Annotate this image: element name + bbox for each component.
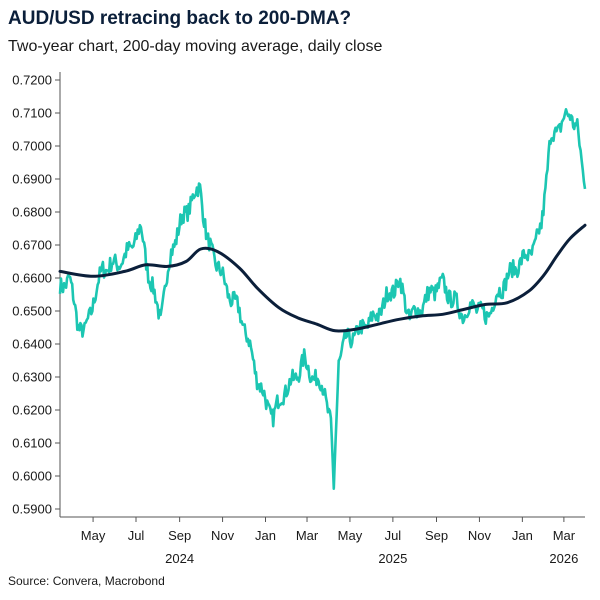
x-tick-label: Jul <box>128 528 145 543</box>
x-tick-label: May <box>81 528 106 543</box>
series-layer <box>58 108 587 490</box>
x-tick-label: Nov <box>211 528 235 543</box>
y-tick-label: 0.6300 <box>12 370 52 385</box>
y-tick-label: 0.7200 <box>12 73 52 88</box>
x-year-label: 2026 <box>549 551 578 566</box>
x-tick-label: Sep <box>168 528 191 543</box>
dma-series-line <box>58 223 587 333</box>
x-tick-label: May <box>338 528 363 543</box>
chart-title: AUD/USD retracing back to 200-DMA? <box>8 8 352 29</box>
y-tick-label: 0.7000 <box>12 139 52 154</box>
x-tick-label: Jan <box>255 528 276 543</box>
x-tick-label: Mar <box>553 528 576 543</box>
x-year-label: 2024 <box>165 551 194 566</box>
y-tick-label: 0.6500 <box>12 304 52 319</box>
axis-labels: 0.7200 0.7100 0.7000 0.6900 0.6800 0.6700 0.66… <box>12 73 578 567</box>
y-tick-label: 0.6700 <box>12 238 52 253</box>
y-tick-label: 0.6000 <box>12 469 52 484</box>
y-tick-label: 0.6900 <box>12 172 52 187</box>
x-tick-label: Jul <box>385 528 402 543</box>
x-tick-label: Mar <box>296 528 319 543</box>
x-tick-label: Jan <box>512 528 533 543</box>
source-note: Source: Convera, Macrobond <box>8 574 165 588</box>
x-tick-label: Sep <box>425 528 448 543</box>
y-tick-label: 0.7100 <box>12 106 52 121</box>
price-series-line <box>58 108 587 490</box>
y-tick-label: 0.6100 <box>12 436 52 451</box>
y-tick-label: 0.6400 <box>12 337 52 352</box>
x-year-label: 2025 <box>378 551 407 566</box>
y-tick-label: 0.6600 <box>12 271 52 286</box>
axes <box>55 72 585 522</box>
y-tick-label: 0.6800 <box>12 205 52 220</box>
x-tick-label: Nov <box>468 528 492 543</box>
chart-subtitle: Two-year chart, 200-day moving average, … <box>8 38 383 55</box>
y-tick-label: 0.5900 <box>12 502 52 517</box>
y-tick-label: 0.6200 <box>12 403 52 418</box>
